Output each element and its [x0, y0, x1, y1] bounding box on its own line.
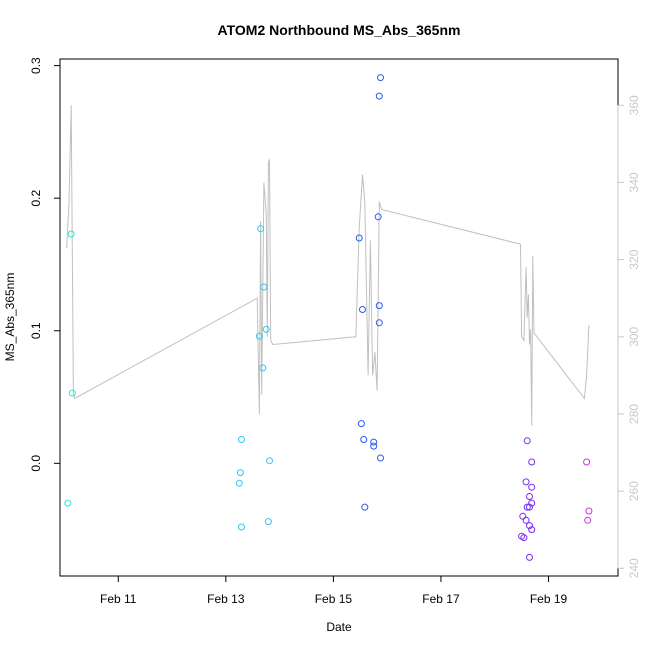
data-point [528, 499, 536, 507]
y2-tick-label: 360 [627, 95, 641, 115]
data-point [370, 438, 378, 446]
data-point [375, 319, 383, 327]
x-tick-label: Feb 11 [100, 592, 137, 606]
y-tick-label: 0.2 [29, 190, 43, 207]
data-point [377, 454, 384, 462]
y2-tick-label: 260 [627, 481, 641, 501]
data-point [236, 469, 244, 477]
data-point [266, 457, 273, 465]
data-point [361, 503, 369, 511]
x-axis: Feb 11 Feb 13 Feb 15 Feb 17 Feb 19 [100, 575, 568, 606]
data-point [357, 420, 365, 428]
data-point [264, 518, 272, 526]
data-point [259, 364, 267, 372]
data-point [64, 499, 72, 507]
data-point [262, 325, 270, 333]
y2-tick-label: 340 [627, 172, 641, 192]
data-point [526, 493, 533, 500]
data-point [522, 516, 530, 524]
y2-tick-label: 240 [627, 558, 641, 578]
y2-tick-label: 280 [627, 404, 641, 424]
data-point [528, 483, 536, 491]
temperature-line [66, 105, 590, 426]
x-tick-label: Feb 17 [422, 592, 460, 606]
y-tick-label: 0.1 [29, 322, 43, 339]
points-layer [64, 74, 593, 561]
data-point [519, 512, 527, 520]
data-point [522, 478, 530, 486]
temperature-line-layer [66, 105, 590, 426]
data-point [238, 523, 245, 531]
data-point [257, 225, 265, 233]
y-axis: 0.0 0.1 0.2 0.3 [29, 57, 61, 472]
data-point [523, 503, 531, 511]
data-point [360, 436, 368, 443]
data-point [235, 479, 243, 487]
y-tick-label: 0.3 [29, 57, 43, 74]
data-point [359, 306, 366, 313]
data-point [584, 516, 592, 524]
data-point [68, 389, 76, 397]
data-point [377, 74, 384, 82]
data-point [374, 213, 382, 221]
data-point [260, 283, 268, 291]
data-point [526, 553, 533, 561]
data-point [255, 332, 263, 340]
data-point [583, 458, 591, 466]
data-point [526, 503, 533, 511]
x-tick-label: Feb 13 [207, 592, 245, 606]
y2-axis: 240 260 280 300 320 340 360 [617, 95, 641, 578]
plot-frame [59, 58, 619, 577]
y-tick-label: 0.0 [29, 455, 43, 472]
data-point [355, 234, 363, 242]
y2-tick-label: 320 [627, 249, 641, 269]
data-point [375, 92, 383, 100]
chart-title: ATOM2 Northbound MS_Abs_365nm [218, 22, 461, 38]
data-point [523, 437, 531, 445]
y-axis-label: MS_Abs_365nm [3, 273, 17, 362]
x-tick-label: Feb 19 [530, 592, 568, 606]
x-axis-label: Date [326, 620, 352, 634]
data-point [370, 442, 378, 450]
data-point [528, 458, 536, 466]
x-tick-label: Feb 15 [315, 592, 353, 606]
data-point [526, 522, 533, 530]
data-point [67, 230, 75, 238]
y2-tick-label: 300 [627, 326, 641, 346]
data-point [238, 436, 245, 443]
data-point [375, 302, 383, 310]
data-point [585, 507, 593, 515]
data-point [520, 534, 528, 542]
data-point [528, 526, 536, 534]
